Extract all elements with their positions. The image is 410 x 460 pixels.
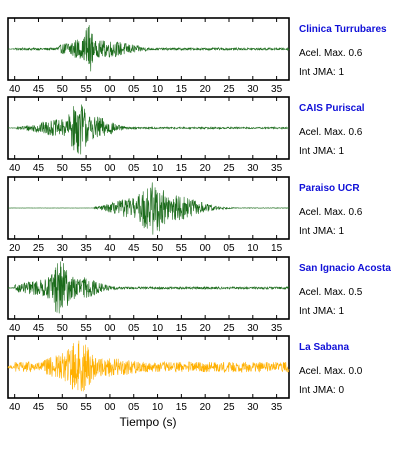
tick-label: 50 — [57, 84, 69, 95]
tick-label: 10 — [152, 323, 164, 334]
tick-label: 05 — [128, 84, 140, 95]
tick-label: 40 — [9, 84, 21, 95]
tick-label: 00 — [104, 402, 116, 413]
x-axis-label: Tiempo (s) — [120, 415, 177, 429]
tick-label: 20 — [9, 243, 21, 254]
panel-2: 40 45 50 55 00 05 10 15 20 25 30 35 CAIS Puriscal Ace… — [7, 96, 365, 174]
panel-4: 40 45 50 55 00 05 10 15 20 25 30 35 San Ignacio Acos… — [7, 256, 391, 334]
tick-label: 35 — [271, 84, 283, 95]
tick-label: 10 — [152, 402, 164, 413]
tick-label: 25 — [33, 243, 45, 254]
tick-label: 05 — [128, 323, 140, 334]
station-title: San Ignacio Acosta — [299, 263, 391, 274]
tick-label: 45 — [33, 163, 45, 174]
station-title: Clinica Turrubares — [299, 24, 387, 35]
tick-label: 25 — [223, 323, 235, 334]
tick-label: 50 — [57, 402, 69, 413]
jma-intensity-label: Int JMA: 1 — [299, 226, 344, 237]
max-acceleration-label: Acel. Max. 0.6 — [299, 207, 363, 218]
tick-label: 45 — [33, 402, 45, 413]
tick-label: 15 — [176, 163, 188, 174]
tick-label: 35 — [271, 323, 283, 334]
station-title: La Sabana — [299, 342, 349, 353]
tick-label: 15 — [176, 402, 188, 413]
tick-label: 30 — [247, 84, 259, 95]
seismic-trace — [7, 25, 290, 72]
seismic-trace — [7, 261, 290, 314]
tick-label: 05 — [128, 163, 140, 174]
station-title: CAIS Puriscal — [299, 103, 365, 114]
tick-label: 30 — [247, 402, 259, 413]
tick-label: 30 — [57, 243, 69, 254]
tick-label: 00 — [104, 84, 116, 95]
tick-label: 40 — [9, 402, 21, 413]
tick-label: 20 — [200, 323, 212, 334]
tick-label: 35 — [271, 402, 283, 413]
jma-intensity-label: Int JMA: 1 — [299, 67, 344, 78]
tick-label: 10 — [247, 243, 259, 254]
tick-label: 25 — [223, 84, 235, 95]
tick-label: 40 — [104, 243, 116, 254]
tick-label: 20 — [200, 402, 212, 413]
tick-label: 10 — [152, 84, 164, 95]
tick-label: 35 — [271, 163, 283, 174]
tick-label: 55 — [81, 84, 93, 95]
tick-label: 15 — [176, 323, 188, 334]
tick-label: 10 — [152, 163, 164, 174]
tick-label: 35 — [81, 243, 93, 254]
seismic-trace — [7, 340, 290, 392]
tick-label: 30 — [247, 323, 259, 334]
tick-label: 00 — [104, 163, 116, 174]
tick-label: 45 — [33, 323, 45, 334]
tick-label: 25 — [223, 402, 235, 413]
panel-5: 40 45 50 55 00 05 10 15 20 25 30 35 La Sabana Acel. M… — [7, 335, 363, 413]
tick-label: 55 — [81, 323, 93, 334]
jma-intensity-label: Int JMA: 1 — [299, 146, 344, 157]
jma-intensity-label: Int JMA: 1 — [299, 306, 344, 317]
tick-label: 25 — [223, 163, 235, 174]
tick-label: 15 — [176, 84, 188, 95]
tick-label: 55 — [81, 402, 93, 413]
panel-1: 40 45 50 55 00 05 10 15 20 25 30 35 Clinica Turrubar… — [7, 17, 387, 95]
max-acceleration-label: Acel. Max. 0.6 — [299, 127, 363, 138]
max-acceleration-label: Acel. Max. 0.5 — [299, 287, 363, 298]
tick-label: 05 — [128, 402, 140, 413]
seismic-trace — [7, 104, 290, 155]
tick-label: 40 — [9, 163, 21, 174]
tick-label: 55 — [176, 243, 188, 254]
tick-label: 45 — [33, 84, 45, 95]
tick-label: 00 — [200, 243, 212, 254]
panel-3: 20 25 30 35 40 45 50 55 00 05 10 15 Paraiso UCR Acel.… — [7, 176, 363, 254]
station-title: Paraiso UCR — [299, 183, 360, 194]
max-acceleration-label: Acel. Max. 0.0 — [299, 366, 363, 377]
tick-label: 45 — [128, 243, 140, 254]
tick-label: 05 — [223, 243, 235, 254]
tick-label: 55 — [81, 163, 93, 174]
tick-label: 50 — [152, 243, 164, 254]
tick-label: 50 — [57, 323, 69, 334]
tick-label: 40 — [9, 323, 21, 334]
tick-label: 50 — [57, 163, 69, 174]
tick-label: 00 — [104, 323, 116, 334]
tick-label: 20 — [200, 84, 212, 95]
jma-intensity-label: Int JMA: 0 — [299, 385, 344, 396]
tick-label: 20 — [200, 163, 212, 174]
tick-label: 15 — [271, 243, 283, 254]
max-acceleration-label: Acel. Max. 0.6 — [299, 48, 363, 59]
tick-label: 30 — [247, 163, 259, 174]
seismic-trace — [7, 182, 290, 235]
